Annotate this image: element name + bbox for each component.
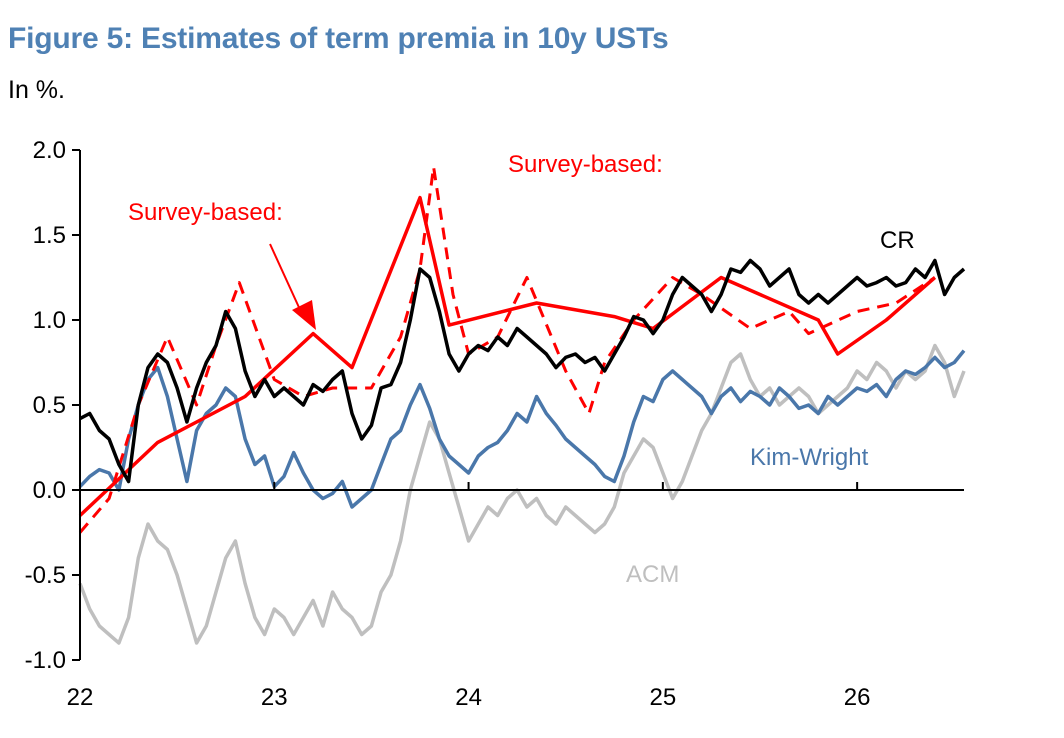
series-line-survey-based [78, 195, 937, 517]
series-line-survey-based-dashed [78, 165, 936, 534]
y-tick-label: 0.5 [33, 392, 66, 419]
chart-subtitle: In %. [8, 76, 65, 104]
series-line-cr [79, 258, 966, 484]
axis-layer [79, 150, 964, 660]
y-tick-label: -1.0 [25, 647, 66, 674]
x-tick-label: 22 [67, 684, 94, 711]
survey-left-label: Survey-based: [128, 199, 283, 226]
x-tick-label: 24 [455, 684, 482, 711]
x-tick-label: 26 [844, 684, 871, 711]
tick-layer: 2.0 1.5 1.0 0.5 0.0 -0.5 -1.022 23 24 25 26 [25, 137, 871, 711]
kim-wright-label: Kim-Wright [750, 444, 869, 471]
x-tick-label: 25 [650, 684, 677, 711]
acm-label: ACM [626, 561, 679, 588]
y-tick-label: 2.0 [33, 137, 66, 164]
survey-right-label: Survey-based: [508, 151, 663, 178]
y-tick-label: -0.5 [25, 562, 66, 589]
annotation-arrow-shaft [269, 243, 303, 315]
y-tick-label: 0.0 [33, 477, 66, 504]
series-line-acm [78, 343, 966, 645]
annotation-arrow-head [292, 300, 316, 330]
series-layer [78, 165, 966, 645]
chart-title: Figure 5: Estimates of term premia in 10… [8, 22, 669, 55]
label-layer: Survey-based: Survey-based: CR Kim-Wrigh… [128, 151, 915, 588]
x-tick-label: 23 [261, 684, 288, 711]
cr-label: CR [880, 227, 915, 254]
y-tick-label: 1.0 [33, 307, 66, 334]
y-tick-label: 1.5 [33, 222, 66, 249]
series-line-kim-wright [78, 349, 966, 509]
arrow-layer [269, 243, 316, 330]
